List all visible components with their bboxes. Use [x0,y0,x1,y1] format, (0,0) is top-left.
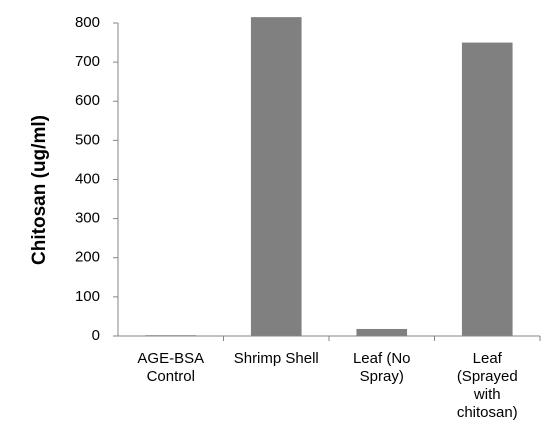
x-tick-label: Shrimp Shell [233,350,319,367]
y-tick-label: 100 [75,288,100,305]
y-tick-label: 700 [75,53,100,70]
y-axis-label: Chitosan (ug/ml) [29,115,50,265]
y-tick-label: 500 [75,131,100,148]
bar [461,42,513,336]
y-tick-label: 300 [75,210,100,227]
x-tick-label: Leaf (No Spray) [352,350,411,385]
bar [356,328,408,336]
x-tick-label: Leaf (Sprayed with chitosan) [456,350,518,421]
y-tick-label: 200 [75,249,100,266]
x-tick-label: AGE-BSA Control [137,350,205,385]
y-tick-label: 600 [75,92,100,109]
y-tick-label: 800 [75,14,100,31]
y-tick-label: 400 [75,170,100,187]
y-tick-label: 0 [92,327,100,344]
bar [250,17,302,336]
